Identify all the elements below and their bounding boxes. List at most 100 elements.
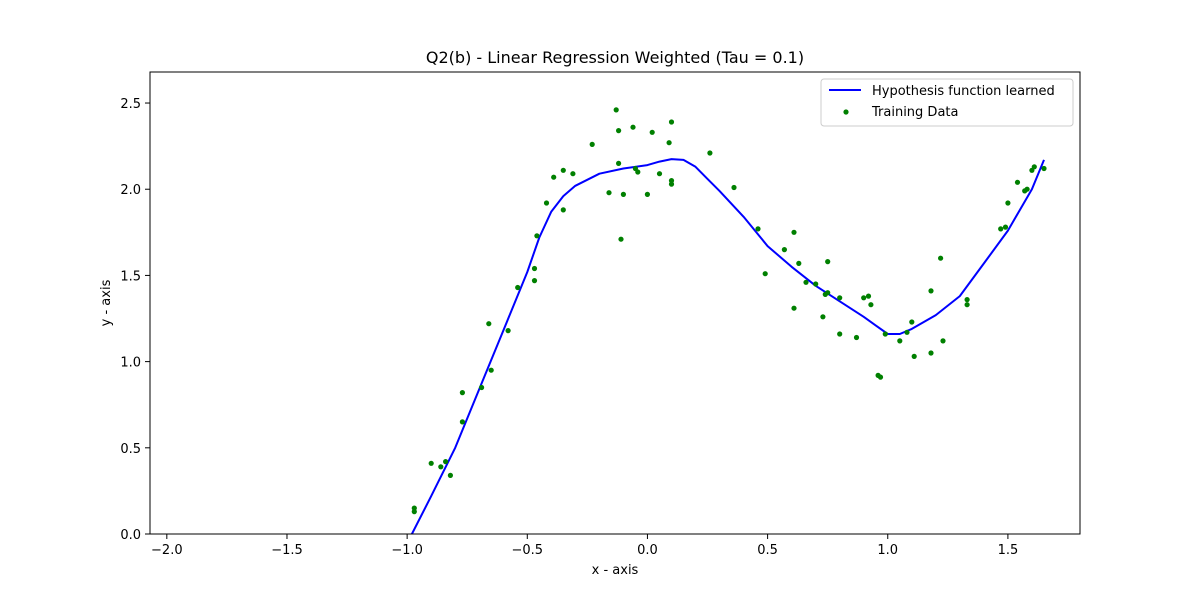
training-data-point xyxy=(649,129,655,135)
training-data-point xyxy=(616,128,622,134)
training-data-point xyxy=(589,141,595,147)
training-data-point xyxy=(635,169,641,175)
training-data-point xyxy=(443,459,449,465)
x-tick-label: −1.0 xyxy=(391,543,423,558)
training-data-point xyxy=(837,295,843,301)
legend-label-line: Hypothesis function learned xyxy=(872,84,1055,99)
training-data-point xyxy=(803,279,809,285)
training-data-point xyxy=(534,233,540,239)
training-data-point xyxy=(755,226,761,232)
x-axis: −2.0 −1.5 −1.0 −0.5 0.0 0.5 1.0 1.5 xyxy=(151,534,1018,558)
training-data-point xyxy=(707,150,713,156)
training-data-point xyxy=(911,353,917,359)
training-data-point xyxy=(1041,165,1047,172)
training-data-point xyxy=(1005,200,1011,206)
plot-area xyxy=(411,107,1047,534)
training-data-point xyxy=(613,107,619,113)
training-data-point xyxy=(644,191,651,197)
x-tick-label: −2.0 xyxy=(151,543,183,558)
training-data-point xyxy=(618,236,624,242)
y-axis: 0.0 0.5 1.0 1.5 2.0 2.5 xyxy=(120,97,150,543)
legend: Hypothesis function learned Training Dat… xyxy=(820,78,1074,127)
training-data-point xyxy=(488,367,494,373)
y-tick-label: 0.0 xyxy=(120,528,141,543)
training-data-point xyxy=(820,314,826,320)
x-tick-label: −1.5 xyxy=(271,543,303,558)
training-data-point xyxy=(479,384,485,391)
training-data-point xyxy=(543,200,550,206)
training-data-point xyxy=(668,119,675,125)
training-data-point xyxy=(551,174,557,180)
plot-frame xyxy=(149,71,1081,535)
legend-box xyxy=(820,78,1074,127)
training-data-point xyxy=(560,207,566,213)
training-data-point xyxy=(505,328,511,334)
x-tick-label: 1.5 xyxy=(998,543,1019,558)
training-data-point xyxy=(868,302,874,308)
y-tick-label: 0.5 xyxy=(120,442,141,457)
training-data-point xyxy=(656,171,663,177)
training-data-point xyxy=(606,190,612,196)
training-data-point xyxy=(928,350,934,356)
training-data-point xyxy=(825,290,831,296)
training-data-point xyxy=(762,271,768,277)
y-tick-label: 1.5 xyxy=(120,269,141,284)
training-data-point xyxy=(1024,186,1030,192)
training-data-point xyxy=(616,160,622,166)
training-data-point xyxy=(964,297,970,303)
training-data-point xyxy=(791,305,797,311)
training-data-point xyxy=(486,321,492,327)
x-tick-label: 0.5 xyxy=(757,543,778,558)
training-data-point xyxy=(1031,164,1037,170)
training-data-point xyxy=(411,509,417,515)
training-data-point xyxy=(1014,179,1021,185)
training-data-point xyxy=(630,124,636,130)
legend-point-swatch xyxy=(843,109,849,115)
training-data-point xyxy=(515,284,521,291)
training-data-point xyxy=(459,419,465,425)
training-data-point xyxy=(666,140,672,146)
training-data-point xyxy=(428,460,434,466)
y-tick-label: 2.0 xyxy=(120,183,141,198)
legend-label-points: Training Data xyxy=(871,105,958,120)
hypothesis-line xyxy=(411,158,1045,534)
training-data-point xyxy=(928,288,934,294)
training-data-point xyxy=(796,260,802,266)
y-tick-label: 1.0 xyxy=(120,356,141,371)
training-data-point xyxy=(731,184,737,191)
training-data-point xyxy=(909,319,915,325)
training-data-point xyxy=(837,331,843,337)
x-axis-label: x - axis xyxy=(592,563,639,578)
training-data-point xyxy=(791,229,797,235)
training-data-point xyxy=(853,334,860,341)
training-data-point xyxy=(560,167,566,173)
training-data-point xyxy=(897,338,903,344)
training-data-point xyxy=(438,464,444,470)
training-data-point xyxy=(570,171,576,177)
training-data-point xyxy=(904,329,910,335)
training-data-point xyxy=(865,293,872,299)
x-tick-label: 0.0 xyxy=(637,543,658,558)
training-data-point xyxy=(861,295,867,301)
training-data-point xyxy=(940,338,946,344)
training-data-point xyxy=(668,181,675,187)
training-data-point xyxy=(938,255,944,261)
y-tick-label: 2.5 xyxy=(120,97,141,112)
x-tick-label: 1.0 xyxy=(877,543,898,558)
training-data-point xyxy=(998,226,1004,232)
training-data-point xyxy=(781,247,788,253)
training-data-point xyxy=(531,278,538,284)
training-data-point xyxy=(825,259,831,265)
training-data-point xyxy=(877,374,884,380)
training-data-point xyxy=(531,265,538,272)
y-axis-label: y - axis xyxy=(99,279,114,326)
chart-title: Q2(b) - Linear Regression Weighted (Tau … xyxy=(426,48,804,67)
x-tick-label: −0.5 xyxy=(511,543,543,558)
training-data-point xyxy=(620,191,627,197)
training-data-point xyxy=(459,390,465,396)
training-data-point xyxy=(813,281,819,287)
training-data-point xyxy=(964,302,970,308)
training-data-point xyxy=(1002,224,1009,230)
training-data-point xyxy=(447,472,453,478)
